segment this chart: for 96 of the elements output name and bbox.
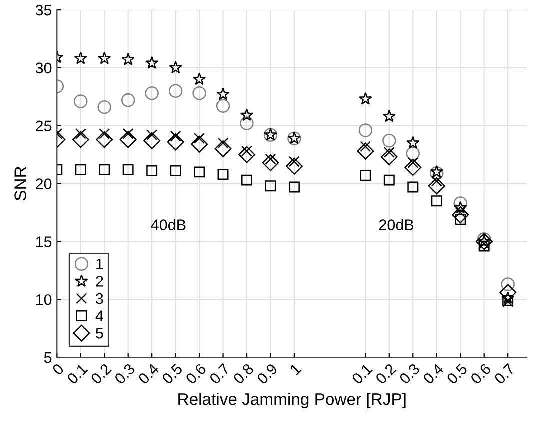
point [216,99,230,114]
x-tick-label: 0.7 [494,363,516,385]
point [360,170,372,182]
x-tick-label: 0.5 [446,363,468,385]
annotation: 40dB [151,219,186,230]
y-tick-label: 30 [36,62,52,74]
point [238,146,256,164]
x-tick-label: 0.9 [256,363,278,385]
x-tick-label: 0.6 [185,363,207,385]
point [122,128,134,140]
point [168,84,183,98]
point [170,166,182,177]
point [406,136,420,149]
point [145,86,159,100]
point [262,154,280,172]
x-tick-label: 0.3 [398,363,421,385]
point [191,136,208,153]
point [167,134,184,151]
point [382,134,396,148]
point [240,108,254,122]
point [192,86,206,100]
legend-label: 1 [96,258,104,270]
x-tick-label: 0.4 [138,362,160,385]
point [454,201,468,214]
point [96,131,114,148]
y-tick-label: 5 [44,352,52,364]
point [99,128,110,140]
point [122,52,135,66]
point [98,52,112,64]
point [121,94,136,108]
point [430,165,444,178]
point [501,278,515,292]
point [454,196,468,210]
point [98,100,112,114]
annotation: 20dB [379,219,414,230]
y-tick-label: 15 [36,236,52,248]
point [99,164,110,176]
legend-label: 4 [96,310,104,322]
point [75,164,86,176]
point [358,124,373,138]
point [286,158,303,175]
y-tick-label: 25 [36,120,52,132]
point [214,140,232,158]
point [74,94,88,108]
legend-label: 5 [96,328,104,339]
point [240,116,254,130]
y-tick-label: 35 [36,4,52,16]
point [120,131,137,148]
point [477,232,492,246]
point [192,72,206,86]
x-tick-label: 0.8 [232,363,254,385]
point [194,166,206,178]
x-tick-label: 0.2 [375,363,397,385]
x-tick-label: 0 [52,363,65,376]
point [75,128,86,140]
x-tick-label: 0.7 [208,363,231,385]
point [431,196,442,207]
point [144,132,161,150]
point [452,206,470,224]
x-tick-label: 0.5 [161,363,184,385]
x-axis-title: Relative Jamming Power [RJP] [178,393,406,409]
y-tick-label: 10 [36,294,52,306]
x-tick-label: 1 [290,363,302,376]
point [265,180,276,192]
point [216,88,230,100]
point [428,178,446,195]
x-tick-label: 0.1 [351,363,374,385]
point [169,61,182,74]
x-tick-label: 0.4 [422,362,444,385]
legend-label: 3 [96,293,104,304]
point [74,52,88,64]
point [430,166,444,180]
point [384,174,395,186]
point [146,56,159,69]
x-tick-label: 0.1 [66,363,88,385]
point [406,146,420,161]
point [122,164,134,176]
point [218,169,229,180]
point [288,182,300,193]
x-tick-label: 0.6 [470,363,492,385]
point [357,142,374,160]
point [146,166,158,177]
y-axis-title: SNR [14,166,26,201]
point [380,148,398,166]
y-tick-label: 20 [36,178,52,190]
point [382,110,396,122]
x-tick-label: 0.3 [114,363,136,385]
point [500,284,517,302]
legend-label: 2 [96,276,104,287]
point [72,131,90,148]
point [408,182,419,193]
point [404,159,422,176]
x-tick-label: 0.2 [90,363,112,385]
point [359,92,372,105]
point [242,174,252,186]
point [476,233,493,250]
